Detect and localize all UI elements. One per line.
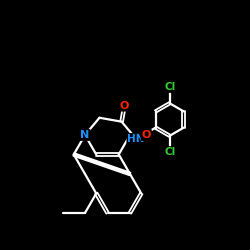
Text: Cl: Cl bbox=[164, 147, 175, 157]
Text: N: N bbox=[80, 130, 90, 140]
Text: O: O bbox=[142, 130, 151, 140]
Text: O: O bbox=[120, 101, 129, 111]
Text: Cl: Cl bbox=[164, 82, 175, 92]
Text: HN: HN bbox=[127, 134, 145, 144]
